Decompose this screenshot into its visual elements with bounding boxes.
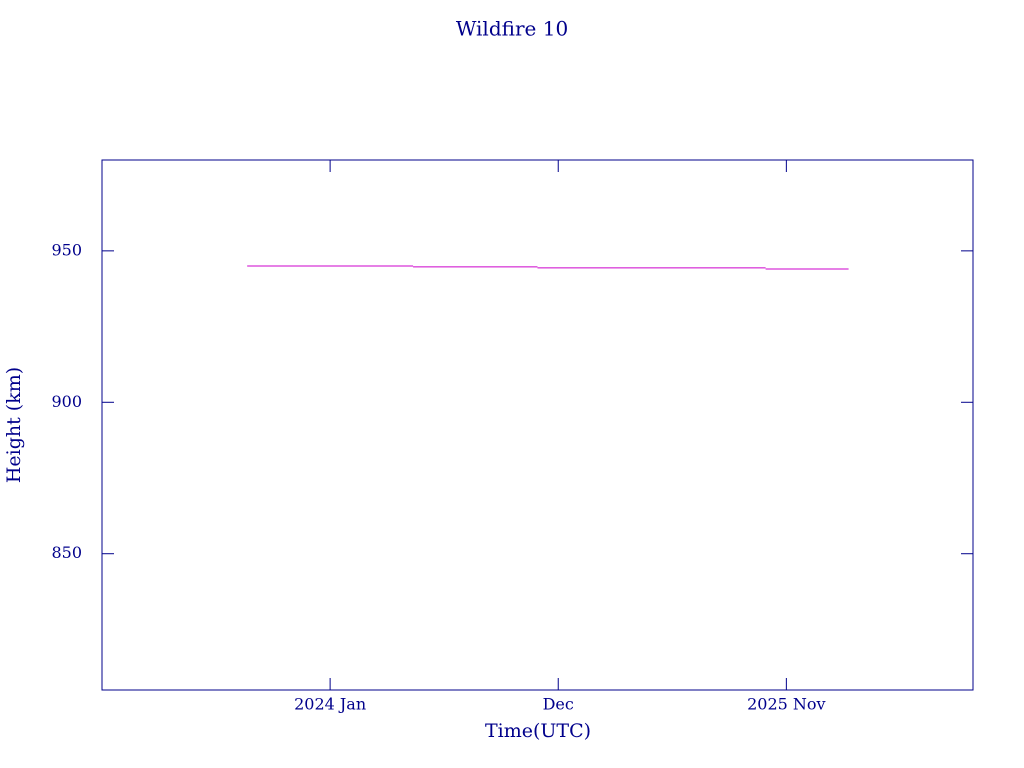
- y-axis-label: Height (km): [3, 367, 25, 483]
- plot-frame: [101, 159, 974, 691]
- x-axis-label: Time(UTC): [485, 720, 591, 742]
- x-tick-label: Dec: [543, 695, 574, 714]
- chart-title: Wildfire 10: [456, 17, 568, 41]
- y-tick-label: 950: [51, 240, 82, 259]
- y-tick-label: 900: [51, 392, 82, 411]
- x-tick-label: 2025 Nov: [747, 695, 825, 714]
- y-tick-label: 850: [51, 543, 82, 562]
- x-tick-label: 2024 Jan: [294, 695, 366, 714]
